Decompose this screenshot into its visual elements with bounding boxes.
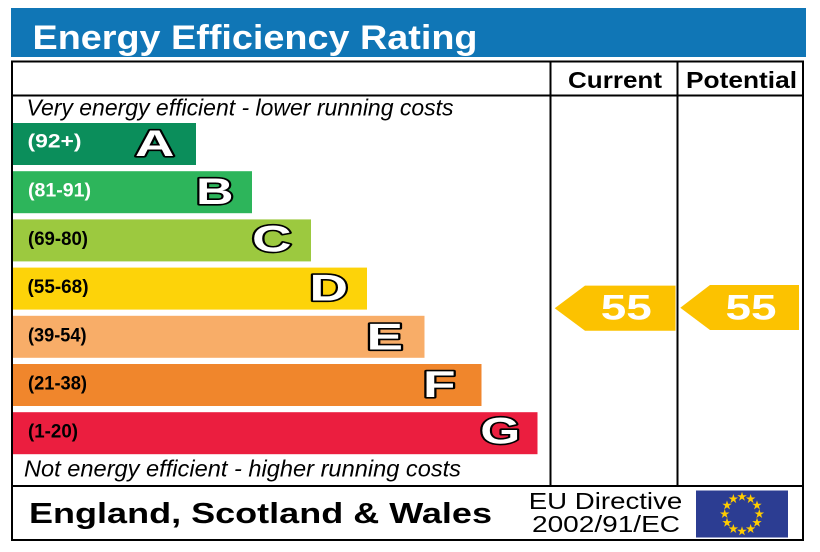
svg-text:D: D [310, 268, 349, 309]
svg-text:B: B [196, 171, 234, 212]
svg-text:Not energy efficient - higher: Not energy efficient - higher running co… [24, 456, 462, 482]
svg-text:EU Directive: EU Directive [529, 488, 683, 514]
svg-text:(1-20): (1-20) [28, 422, 78, 443]
svg-text:C: C [252, 219, 292, 260]
svg-text:F: F [423, 364, 456, 405]
svg-text:(81-91): (81-91) [28, 181, 91, 202]
svg-text:(69-80): (69-80) [28, 229, 88, 250]
svg-text:(21-38): (21-38) [28, 374, 87, 395]
svg-text:Potential: Potential [686, 67, 797, 93]
svg-text:Current: Current [568, 67, 662, 93]
svg-text:Energy Efficiency Rating: Energy Efficiency Rating [33, 19, 478, 57]
svg-text:55: 55 [726, 289, 777, 328]
svg-text:(55-68): (55-68) [28, 277, 89, 298]
svg-text:2002/91/EC: 2002/91/EC [532, 511, 680, 537]
svg-text:A: A [135, 123, 175, 164]
svg-text:England, Scotland & Wales: England, Scotland & Wales [29, 498, 492, 530]
svg-text:(39-54): (39-54) [28, 325, 87, 346]
svg-text:G: G [480, 411, 520, 452]
svg-text:(92+): (92+) [28, 132, 82, 153]
svg-text:55: 55 [601, 289, 652, 328]
svg-text:Very energy efficient - lower: Very energy efficient - lower running co… [27, 95, 454, 121]
svg-text:E: E [367, 317, 404, 358]
